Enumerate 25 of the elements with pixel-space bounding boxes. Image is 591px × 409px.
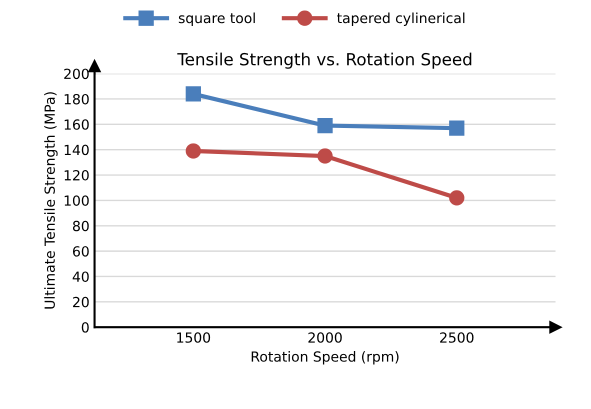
y-tick-label: 0 — [82, 322, 89, 333]
x-axis-title: Rotation Speed (rpm) — [252, 351, 399, 364]
chart-title: Tensile Strength vs. Rotation Speed — [177, 52, 472, 69]
y-axis-title: Ultimate Tensile Strength (MPa) — [44, 92, 58, 309]
point — [449, 120, 464, 136]
y-tick-label: 180 — [64, 94, 89, 104]
point — [186, 86, 201, 102]
x-tick-label: 1500 — [177, 332, 210, 343]
legend-label: tapered cylinerical — [337, 12, 464, 26]
point — [186, 143, 201, 159]
x-tick-label: 2000 — [308, 332, 342, 343]
point — [317, 148, 333, 164]
y-tick-label: 40 — [72, 271, 89, 282]
y-tick-label: 100 — [64, 195, 89, 206]
y-tick-label: 60 — [72, 246, 89, 257]
legend-label: square tool — [178, 12, 255, 26]
y-tick-label: 80 — [72, 220, 89, 232]
point — [317, 118, 333, 134]
x-tick-label: 2500 — [440, 332, 474, 343]
y-tick-label: 140 — [64, 144, 89, 156]
y-tick-label: 120 — [64, 170, 89, 181]
y-tick-label: 200 — [64, 68, 89, 80]
y-tick-label: 20 — [73, 296, 89, 308]
y-tick-label: 160 — [64, 119, 89, 130]
point — [449, 190, 464, 206]
